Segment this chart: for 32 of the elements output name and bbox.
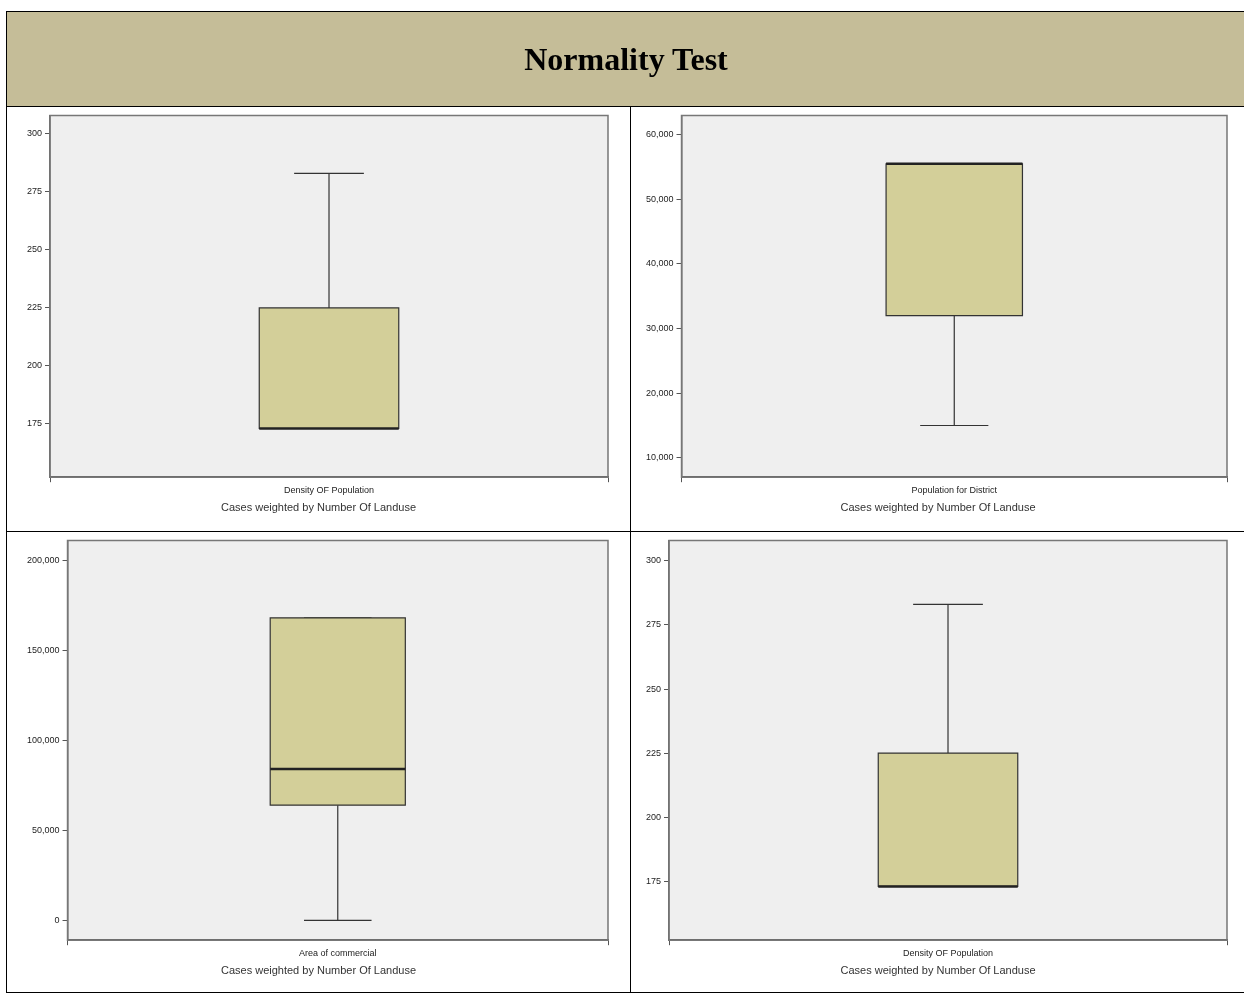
y-tick-label: 0 [54, 914, 60, 925]
y-tick-label: 60,000 [646, 129, 674, 140]
y-tick-label: 300 [26, 128, 42, 139]
y-tick-label: 100,000 [26, 734, 60, 745]
y-tick-label: 200,000 [26, 554, 60, 565]
y-tick-label: 175 [645, 875, 662, 886]
y-tick-label: 250 [645, 683, 662, 694]
y-tick-label: 10,000 [646, 452, 674, 463]
x-tick-label: Density OF Population [283, 485, 374, 496]
y-tick-label: 20,000 [646, 387, 674, 398]
y-tick-label: 30,000 [646, 323, 674, 334]
x-tick-label: Population for District [911, 485, 998, 496]
y-tick-label: 150,000 [26, 644, 60, 655]
y-tick-label: 200 [645, 811, 662, 822]
text: Cases weighted by Number Of Landuse [220, 964, 417, 976]
y-tick-label: 275 [26, 186, 42, 197]
y-tick-label: 175 [26, 418, 42, 429]
text: Cases weighted by Number Of Landuse [840, 501, 1036, 513]
chart-title: Normality Test [7, 12, 1244, 107]
y-tick-label: 225 [26, 302, 42, 313]
y-tick-label: 50,000 [646, 193, 674, 204]
y-tick-label: 300 [645, 555, 662, 566]
y-tick-label: 250 [26, 244, 42, 255]
x-tick-label: Density OF Population [902, 948, 994, 959]
text: Cases weighted by Number Of Landuse [220, 501, 417, 513]
y-tick-label: 50,000 [31, 824, 60, 835]
y-tick-label: 40,000 [646, 258, 674, 269]
y-tick-label: 225 [645, 747, 662, 758]
text: Cases weighted by Number Of Landuse [840, 964, 1036, 976]
y-tick-label: 200 [26, 360, 42, 371]
y-tick-label: 275 [645, 619, 662, 630]
x-tick-label: Area of commercial [298, 948, 377, 959]
